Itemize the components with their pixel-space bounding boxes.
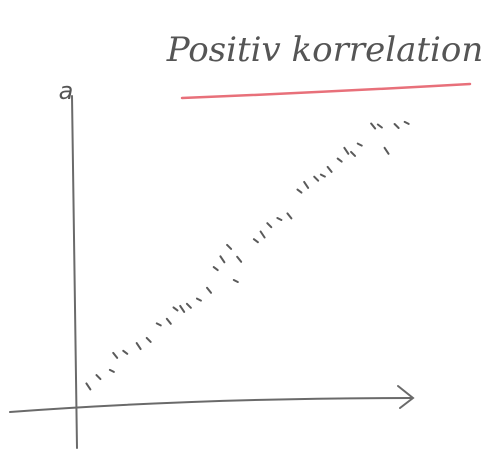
point xyxy=(376,123,383,129)
point xyxy=(179,304,186,313)
point xyxy=(313,175,320,182)
point xyxy=(95,374,102,381)
point xyxy=(276,217,283,221)
point xyxy=(172,306,179,312)
chart-title: Positiv korrelation xyxy=(166,30,484,70)
point xyxy=(226,243,233,250)
title-underline xyxy=(180,82,472,100)
point xyxy=(403,120,410,125)
point xyxy=(165,317,172,325)
x-axis xyxy=(9,397,413,413)
point xyxy=(350,150,357,157)
point xyxy=(252,238,259,244)
point xyxy=(296,188,303,194)
point xyxy=(122,349,129,355)
x-axis-arrow xyxy=(397,385,415,409)
point xyxy=(393,123,400,129)
point xyxy=(185,302,192,309)
point xyxy=(370,122,377,130)
point xyxy=(326,165,333,173)
point xyxy=(266,222,273,229)
point xyxy=(356,142,363,147)
point xyxy=(195,297,202,302)
point xyxy=(108,368,115,373)
point xyxy=(343,146,350,155)
point xyxy=(155,322,162,327)
point xyxy=(212,266,219,272)
y-axis xyxy=(71,95,78,449)
point xyxy=(319,173,326,178)
point xyxy=(219,255,226,264)
point xyxy=(112,351,119,359)
point xyxy=(145,336,152,343)
y-axis-label: a xyxy=(59,77,74,105)
point xyxy=(232,279,239,283)
point xyxy=(383,146,390,155)
point xyxy=(336,157,343,163)
point xyxy=(206,286,212,294)
point xyxy=(259,230,266,239)
point xyxy=(286,212,293,220)
point xyxy=(135,342,142,351)
point xyxy=(303,180,310,189)
point xyxy=(85,382,92,391)
point xyxy=(236,255,243,263)
